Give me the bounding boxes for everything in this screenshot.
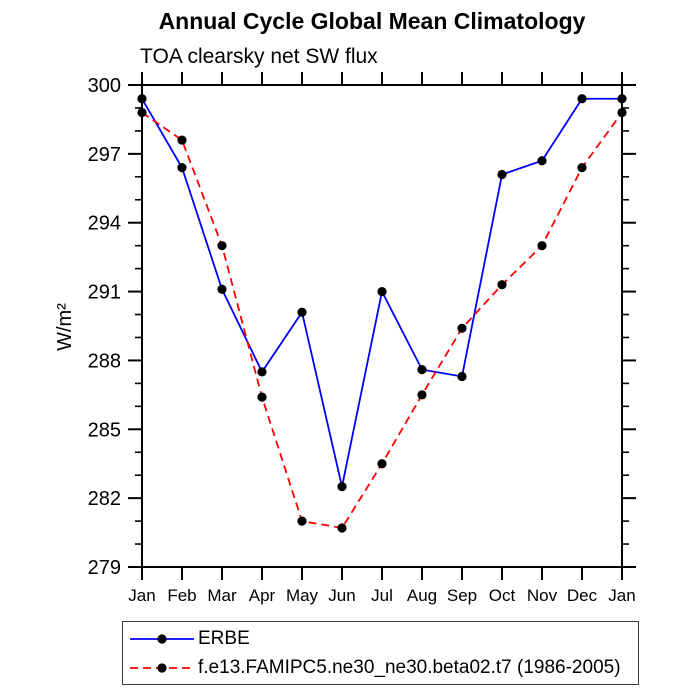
data-point-0-Sep [457, 371, 467, 382]
legend-label-erbe: ERBE [198, 627, 250, 649]
x-tick-label: May [286, 586, 319, 605]
y-axis-label: W/m² [54, 303, 76, 351]
y-tick-label: 297 [88, 144, 121, 166]
data-point-1-Sep [457, 323, 467, 333]
y-tick-label: 294 [88, 213, 121, 235]
y-tick-label: 300 [88, 75, 121, 97]
x-tick-label: Jan [128, 586, 155, 605]
legend-row-model: f.e13.FAMIPC5.ne30_ne30.beta02.t7 (1986-… [129, 655, 638, 681]
data-point-0-Dec [577, 94, 587, 104]
data-point-0-Jun [337, 482, 347, 492]
legend-line-sample [130, 662, 194, 673]
x-tick-label: Feb [167, 586, 196, 605]
data-point-0-Mar [217, 284, 227, 294]
legend: ERBE f.e13.FAMIPC5.ne30_ne30.beta02.t7 (… [122, 621, 639, 685]
x-tick-label: Mar [207, 586, 237, 605]
legend-line-sample [130, 633, 194, 644]
data-point-1-Jan [617, 107, 627, 118]
x-tick-label: Apr [249, 586, 276, 605]
data-point-1-Jul [377, 459, 387, 469]
x-tick-label: Jan [608, 586, 635, 605]
y-tick-label: 291 [88, 282, 121, 304]
data-point-0-Jan [617, 94, 627, 104]
data-point-0-Jan [137, 94, 147, 104]
x-tick-label: Sep [447, 586, 477, 605]
x-tick-label: Nov [527, 586, 558, 605]
legend-marker-icon [157, 662, 167, 673]
x-tick-label: Jul [371, 586, 393, 605]
data-point-1-Nov [537, 241, 547, 251]
data-point-1-Oct [497, 280, 507, 290]
plot-frame [141, 84, 623, 568]
data-point-1-Feb [177, 135, 187, 145]
y-tick-label: 288 [88, 350, 121, 372]
data-point-1-Mar [217, 241, 227, 251]
legend-label-model: f.e13.FAMIPC5.ne30_ne30.beta02.t7 (1986-… [198, 656, 621, 678]
x-tick-label: Jun [328, 586, 355, 605]
chart-subtitle: TOA clearsky net SW flux [140, 45, 378, 68]
chart-svg: Jan Feb Mar Apr May Jun Jul Aug Sep Oct Nov Dec Jan 2… [54, 72, 636, 605]
x-tick-label: Aug [407, 586, 437, 605]
page-title: Annual Cycle Global Mean Climatology [158, 8, 586, 34]
y-tick-label: 279 [88, 557, 121, 579]
x-tick-label: Oct [489, 586, 516, 605]
y-tick-label: 282 [88, 488, 121, 510]
data-point-1-Apr [257, 392, 267, 402]
x-tick-label: Dec [567, 586, 598, 605]
data-point-0-May [297, 307, 307, 317]
data-point-1-Aug [417, 390, 427, 400]
data-point-1-May [297, 516, 307, 526]
legend-row-erbe: ERBE [129, 626, 638, 652]
data-point-0-Aug [417, 365, 427, 375]
data-point-0-Oct [497, 169, 507, 180]
y-tick-label: 285 [88, 419, 121, 441]
data-point-0-Feb [177, 163, 187, 173]
data-point-1-Jun [337, 523, 347, 533]
legend-marker-icon [157, 633, 167, 644]
data-point-0-Apr [257, 367, 267, 377]
data-point-1-Jan [137, 107, 147, 118]
data-point-0-Nov [537, 156, 547, 166]
data-point-1-Dec [577, 163, 587, 173]
data-point-0-Jul [377, 286, 387, 297]
